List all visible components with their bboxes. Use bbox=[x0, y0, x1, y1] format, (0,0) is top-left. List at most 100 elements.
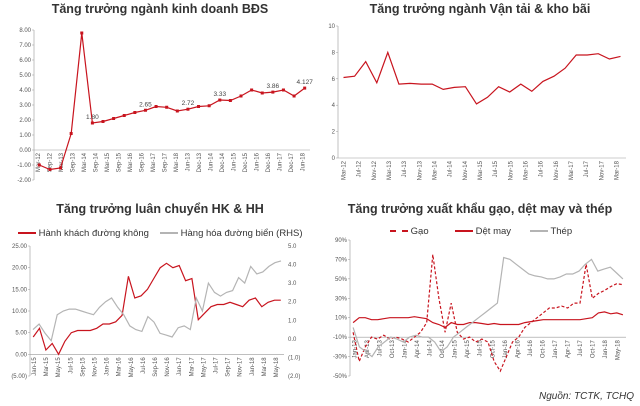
x-tick-label: Sep-17 bbox=[226, 357, 232, 377]
y-tick-label: 25.00 bbox=[12, 244, 28, 250]
x-tick-label: Apr-13 bbox=[365, 339, 371, 358]
chart-title: Tăng trưởng luân chuyển HK & HH bbox=[56, 202, 264, 216]
x-tick-label: Nov-15 bbox=[508, 160, 514, 180]
y-tick-label: 2.00 bbox=[19, 118, 31, 124]
y-tick-label: -1.00 bbox=[17, 163, 31, 169]
x-tick-label: Sep-15 bbox=[116, 152, 122, 172]
x-tick-label: Mar-14 bbox=[82, 152, 88, 172]
data-point bbox=[37, 163, 41, 167]
data-point bbox=[90, 121, 94, 125]
data-point bbox=[175, 109, 179, 113]
x-tick-label: Mar-17 bbox=[569, 160, 575, 180]
x-tick-label: Jul-16 bbox=[528, 339, 534, 356]
y-tick-label: 8 bbox=[332, 50, 336, 56]
x-tick-label: May-16 bbox=[129, 357, 135, 378]
x-tick-label: Jan-15 bbox=[453, 339, 459, 358]
x-tick-label: Sep-15 bbox=[80, 357, 86, 377]
x-tick-label: Jun-17 bbox=[277, 152, 283, 171]
y-tick-label: 30% bbox=[335, 296, 348, 302]
x-tick-label: Jun-18 bbox=[300, 152, 306, 171]
y-tick-label: 3.00 bbox=[19, 103, 31, 109]
data-point bbox=[122, 114, 126, 117]
x-tick-label: Jul-12 bbox=[357, 160, 363, 177]
x-tick-label: Nov-16 bbox=[165, 357, 171, 377]
x-tick-label: Jul-15 bbox=[478, 339, 484, 356]
x-tick-label: Mar-17 bbox=[189, 357, 195, 377]
x-tick-label: Jan-14 bbox=[402, 339, 408, 358]
data-point bbox=[260, 91, 264, 95]
x-tick-label: Apr-16 bbox=[515, 339, 521, 358]
x-tick-label: May-18 bbox=[274, 357, 280, 378]
legend-line-grey bbox=[530, 230, 548, 233]
x-tick-label: Sep-14 bbox=[93, 152, 99, 172]
transport-chart: 0 2 4 6 8 10 Mar-12 Jul-12 Nov-12 Mar-13 Jul-13 Nov… bbox=[328, 24, 626, 180]
x-tick-label: Jan-18 bbox=[603, 339, 609, 358]
legend-textile: Dệt may bbox=[455, 226, 511, 237]
x-tick-label: Mar-18 bbox=[614, 160, 620, 180]
chart-title: Tăng trưởng ngành kinh doanh BĐS bbox=[51, 2, 269, 16]
x-tick-label: Mar-16 bbox=[523, 160, 529, 180]
x-tick-label: May-18 bbox=[616, 339, 622, 360]
data-label: 4.127 bbox=[297, 79, 314, 86]
y-right-tick-label: (1.0) bbox=[288, 355, 300, 361]
x-tick-label: Mar-13 bbox=[387, 160, 393, 180]
real-estate-chart: -2.00 -1.00 0.00 1.00 2.00 3.00 4.00 5.00 6.00 7.… bbox=[17, 28, 314, 184]
x-tick-label: Nov-14 bbox=[463, 160, 469, 180]
legend-label: Thép bbox=[550, 226, 573, 237]
series-line bbox=[343, 50, 621, 105]
x-tick-label: Jan-18 bbox=[250, 357, 256, 376]
data-label: 1.80 bbox=[86, 114, 99, 121]
legend-steel: Thép bbox=[530, 226, 572, 237]
data-point bbox=[112, 117, 116, 120]
y-tick-label: 90% bbox=[335, 238, 348, 244]
data-point bbox=[228, 99, 232, 102]
x-tick-label: Mar-15 bbox=[105, 152, 111, 172]
x-tick-label: Jun-14 bbox=[208, 152, 214, 171]
x-tick-label: Mar-16 bbox=[117, 357, 123, 377]
chart-panel-transport: Tăng trưởng ngành Vận tải & kho bãi 0 2 4 6… bbox=[320, 0, 640, 200]
legend-line-dashed bbox=[390, 230, 408, 233]
x-tick-label: Jul-15 bbox=[68, 357, 74, 374]
x-tick-label: Mar-18 bbox=[174, 152, 180, 172]
y-tick-label: 70% bbox=[335, 257, 348, 263]
y-right-tick-label: 5.0 bbox=[288, 244, 297, 250]
x-tick-label: Dec-16 bbox=[266, 152, 272, 172]
y-tick-label: 50% bbox=[335, 277, 348, 283]
data-point bbox=[186, 107, 190, 111]
y-tick-label: 1.00 bbox=[19, 133, 31, 139]
x-tick-label: Jan-13 bbox=[352, 339, 358, 358]
x-tick-label: Jul-17 bbox=[584, 160, 590, 177]
y-tick-label: 5.00 bbox=[19, 73, 31, 79]
legend-label: Hành khách đường không bbox=[38, 228, 149, 239]
legend-label: Hàng hóa đường biển (RHS) bbox=[180, 228, 303, 239]
x-tick-label: Sep-13 bbox=[70, 152, 76, 172]
legend-label: Dệt may bbox=[475, 226, 512, 237]
series-line bbox=[352, 254, 623, 373]
x-tick-label: Nov-16 bbox=[554, 160, 560, 180]
data-point bbox=[218, 98, 222, 102]
y-right-tick-label: 4.0 bbox=[288, 263, 297, 269]
y-tick-label: 10 bbox=[328, 24, 335, 30]
x-tick-label: Jan-16 bbox=[503, 339, 509, 358]
chart-panel-real-estate: Tăng trưởng ngành kinh doanh BĐS -2.00 -1… bbox=[0, 0, 320, 200]
y-right-tick-label: 1.0 bbox=[288, 318, 297, 324]
x-tick-label: Apr-17 bbox=[566, 339, 572, 358]
y-right-tick-label: 0.0 bbox=[288, 337, 297, 343]
data-point bbox=[292, 94, 296, 98]
data-point bbox=[69, 132, 73, 135]
x-tick-label: Mar-14 bbox=[433, 160, 439, 180]
x-tick-label: Sep-16 bbox=[139, 152, 145, 172]
data-point bbox=[48, 168, 52, 171]
chart-title: Tăng trưởng ngành Vận tải & kho bãi bbox=[369, 2, 591, 16]
series-line bbox=[352, 311, 624, 329]
series-line bbox=[352, 256, 624, 358]
y-tick-label: 4 bbox=[332, 103, 336, 109]
x-tick-label: Jul-16 bbox=[539, 160, 545, 177]
legend-freight: Hàng hóa đường biển (RHS) bbox=[160, 228, 303, 239]
x-tick-label: Oct-17 bbox=[591, 339, 597, 358]
x-tick-label: Jul-14 bbox=[428, 339, 434, 356]
chart-panel-passenger-freight: Tăng trưởng luân chuyển HK & HH Hành khá… bbox=[0, 200, 320, 390]
y-tick-label: 8.00 bbox=[19, 28, 31, 34]
chart-title: Tăng trưởng xuất khẩu gạo, dệt may và th… bbox=[347, 202, 613, 216]
data-point bbox=[281, 88, 285, 92]
